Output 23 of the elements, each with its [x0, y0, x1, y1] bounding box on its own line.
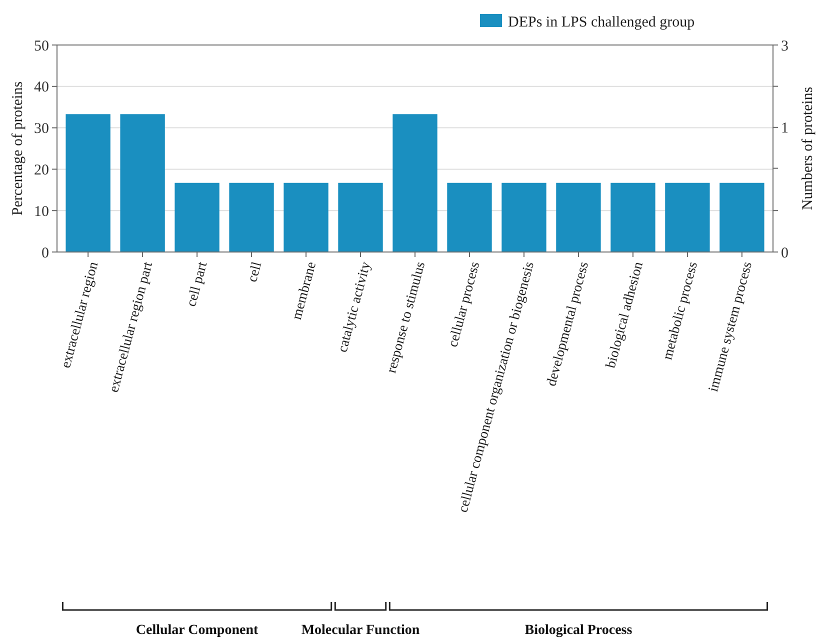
x-tick-label: metabolic process	[660, 260, 702, 362]
y-tick-label: 50	[34, 38, 49, 54]
y-tick-label: 30	[34, 121, 49, 138]
y2-tick-label: 1	[781, 120, 788, 137]
x-tick-label: response to stimulus	[384, 260, 429, 375]
y2-axis-title: Numbers of proteins	[800, 86, 816, 210]
y-axis-title: Percentage of proteins	[10, 81, 26, 216]
x-tick-label: catalytic activity	[336, 260, 374, 354]
text: Biological Process	[524, 623, 633, 638]
text: Molecular Function	[301, 623, 420, 638]
y2-tick-label: 0	[781, 245, 788, 262]
y-tick-label: 10	[34, 204, 49, 220]
text: Cellular Component	[136, 623, 259, 638]
y-tick-label: 0	[42, 245, 49, 262]
x-tick-label: membrane	[290, 260, 320, 322]
y-tick-label: 20	[34, 162, 49, 178]
legend-label: DEPs in LPS challenged group	[508, 14, 695, 30]
x-tick-label: cellular process	[446, 260, 484, 349]
y2-tick-label: 3	[781, 38, 788, 54]
x-tick-label: cell part	[184, 260, 211, 308]
x-tick-label: cell	[245, 260, 266, 284]
x-tick-label: immune system process	[706, 260, 756, 394]
y-tick-label: 40	[34, 80, 49, 96]
